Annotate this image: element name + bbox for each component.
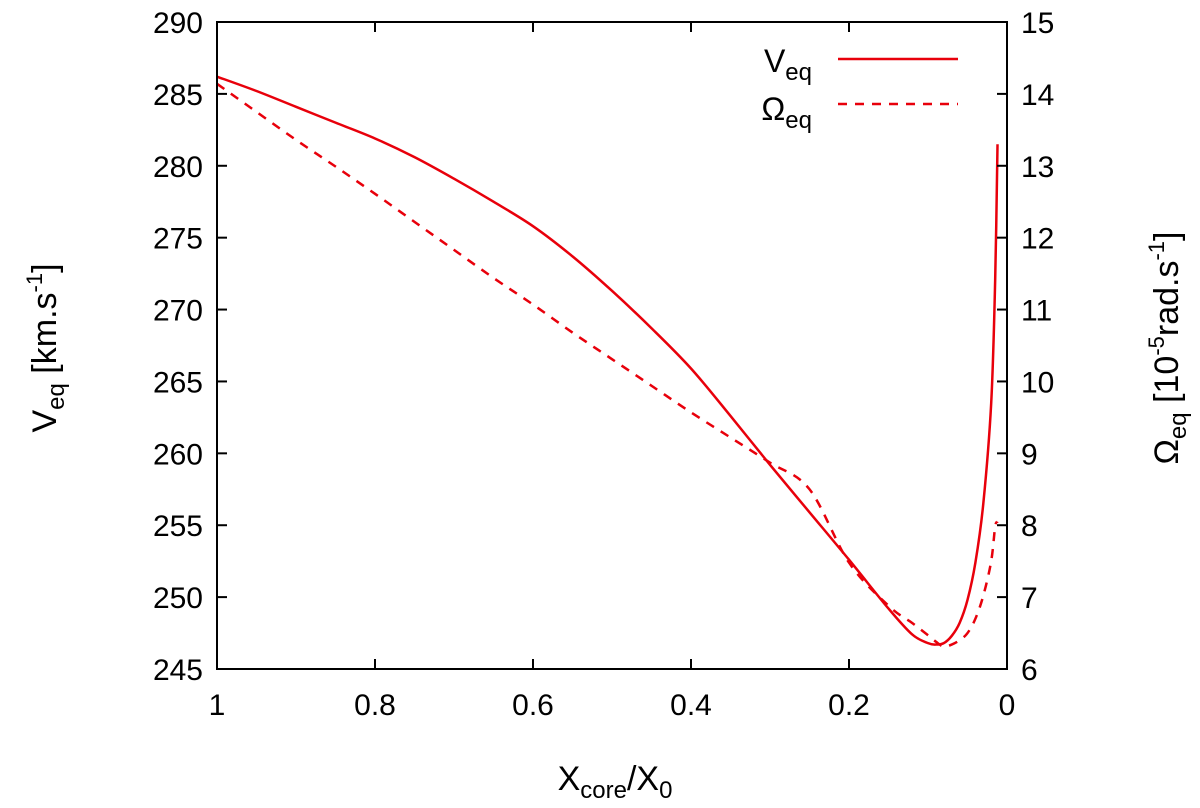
y-right-tick-label: 10 (1021, 366, 1054, 399)
y-right-tick-label: 9 (1021, 438, 1038, 471)
legend-label-veq: Veq (764, 43, 812, 86)
y-left-tick-label: 245 (153, 654, 203, 687)
y-right-tick-label: 6 (1021, 654, 1038, 687)
y-left-tick-label: 285 (153, 79, 203, 112)
y-right-tick-label: 8 (1021, 510, 1038, 543)
y-left-tick-label: 255 (153, 510, 203, 543)
series-layer (216, 75, 999, 649)
legend: Veq Ωeq (761, 43, 958, 134)
ticks-layer: 1 0.8 0.6 0.4 0.2 0 245 250 255 260 265 270 275 280 28… (153, 7, 1054, 722)
y-right-tick-label: 13 (1021, 151, 1054, 184)
y-left-tick-label: 280 (153, 151, 203, 184)
y-left-tick-label: 265 (153, 366, 203, 399)
y-right-tick-label: 11 (1021, 295, 1052, 328)
y-axis-left-title: Veq [km.s-1] (22, 263, 70, 432)
x-tick-label: 0.6 (512, 689, 554, 722)
x-tick-label: 0.4 (670, 689, 712, 722)
v-eq-series-line (216, 75, 999, 646)
y-right-tick-label: 14 (1021, 79, 1054, 112)
y-left-tick-label: 270 (153, 295, 203, 328)
x-tick-label: 0.2 (828, 689, 870, 722)
x-tick-label: 0 (999, 689, 1016, 722)
y-left-tick-label: 260 (153, 438, 203, 471)
x-tick-label: 1 (209, 689, 226, 722)
y-right-tick-label: 7 (1021, 582, 1038, 615)
x-tick-label: 0.8 (354, 689, 396, 722)
y-left-tick-label: 275 (153, 223, 203, 256)
plot-frame (216, 21, 1008, 670)
legend-label-omega: Ωeq (761, 91, 812, 134)
y-right-tick-label: 15 (1021, 7, 1054, 40)
y-left-tick-label: 290 (153, 7, 203, 40)
y-left-tick-label: 250 (153, 582, 203, 615)
y-axis-right-title: Ωeq [10-5rad.s-1] (1144, 231, 1192, 464)
omega-eq-series-line (216, 82, 999, 649)
x-axis-title: Xcore/X0 (558, 760, 673, 804)
y-right-tick-label: 12 (1021, 223, 1054, 256)
